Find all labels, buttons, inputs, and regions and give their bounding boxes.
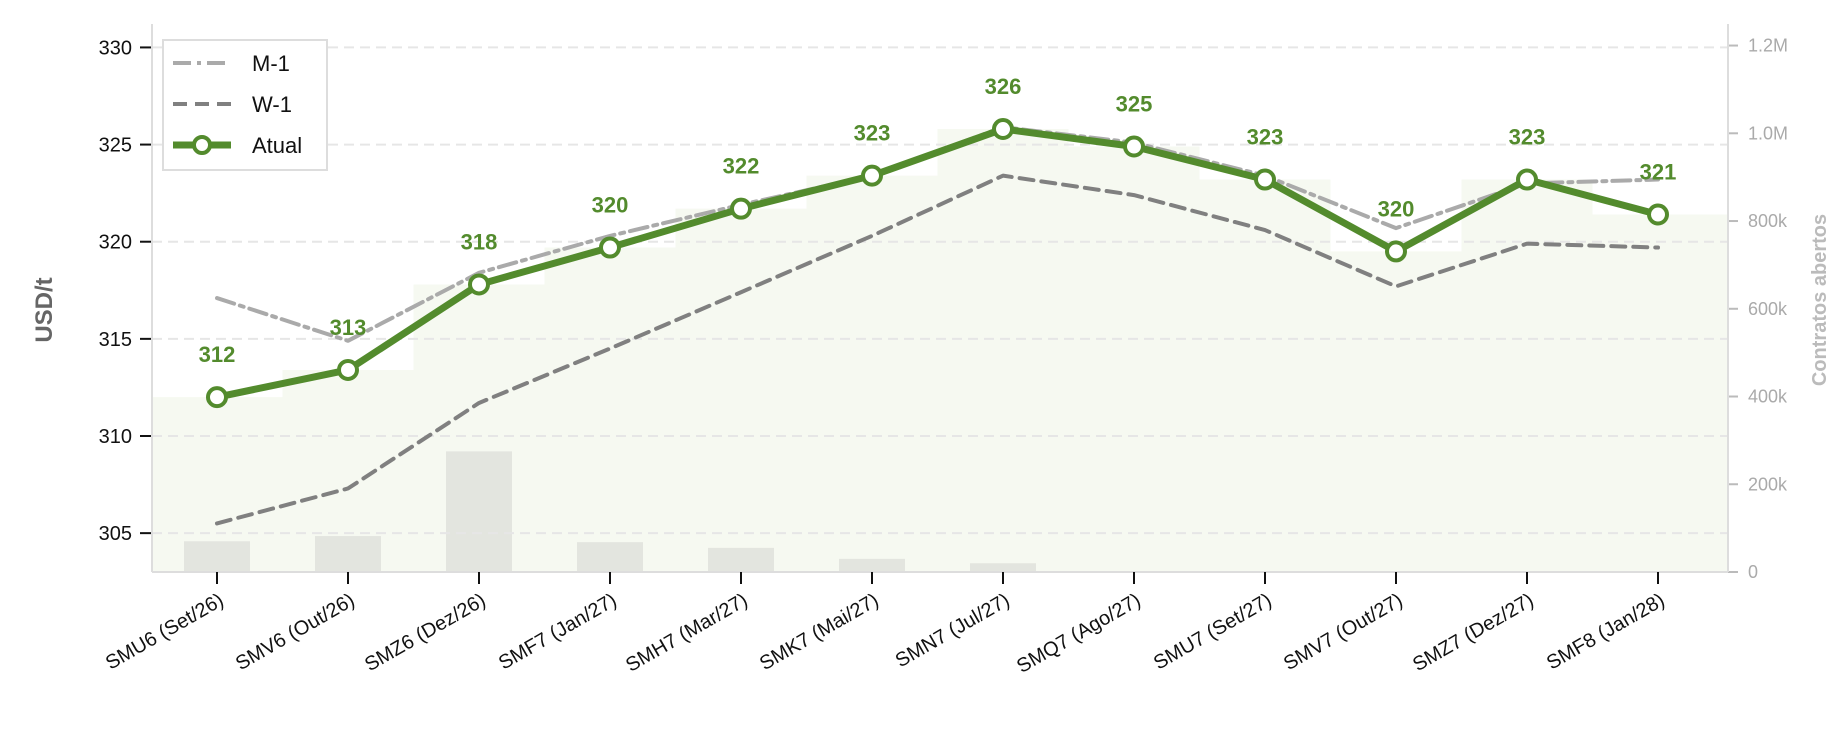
data-label: 323 bbox=[1247, 125, 1284, 150]
atual-marker bbox=[468, 273, 490, 296]
atual-marker bbox=[861, 164, 883, 187]
y2-tick-label: 200k bbox=[1748, 474, 1788, 494]
open-interest-bars bbox=[184, 451, 1560, 572]
y2-tick-label: 0 bbox=[1748, 562, 1758, 582]
atual-marker bbox=[1516, 168, 1538, 191]
legend-frame bbox=[162, 39, 328, 171]
atual-marker bbox=[1254, 168, 1276, 191]
x-tick-label: SMV6 (Out/26) bbox=[232, 589, 359, 675]
legend-label-atual: Atual bbox=[252, 133, 302, 158]
y-axis-title: USD/t bbox=[31, 277, 58, 342]
x-tick-label: SMV7 (Out/27) bbox=[1280, 589, 1407, 675]
y-tick-label: 325 bbox=[99, 135, 132, 157]
legend-marker-atual bbox=[192, 135, 212, 155]
data-label: 312 bbox=[199, 342, 236, 367]
area-fill-layer bbox=[152, 129, 1728, 572]
y-tick-label: 320 bbox=[99, 232, 132, 254]
x-tick-label: SMK7 (Mai/27) bbox=[756, 589, 883, 675]
series-line-w1 bbox=[215, 173, 1660, 526]
x-tick-label: SMU6 (Set/26) bbox=[102, 589, 228, 674]
data-label: 321 bbox=[1640, 160, 1677, 185]
data-label: 326 bbox=[985, 74, 1022, 99]
open-interest-bar bbox=[446, 451, 512, 572]
atual-marker bbox=[1647, 203, 1669, 226]
y2-tick-label: 400k bbox=[1748, 387, 1788, 407]
atual-marker bbox=[992, 118, 1014, 141]
y2-tick-label: 1.0M bbox=[1748, 123, 1788, 143]
x-tick-label: SMF7 (Jan/27) bbox=[495, 589, 621, 674]
y-tick-label: 305 bbox=[99, 523, 132, 545]
atual-marker bbox=[337, 358, 359, 381]
y2-axis-title: Contratos abertos bbox=[1809, 214, 1831, 386]
data-labels: 312 313 318 320 322 323 326 325 323 320 323 321 bbox=[199, 74, 1677, 367]
y2-tick-label: 1.2M bbox=[1748, 36, 1788, 56]
x-tick-label: SMQ7 (Ago/27) bbox=[1013, 589, 1144, 678]
data-label: 323 bbox=[854, 121, 891, 146]
legend-label-w1: W-1 bbox=[252, 92, 292, 117]
grid bbox=[152, 46, 1728, 535]
data-label: 322 bbox=[723, 154, 760, 179]
open-interest-bar bbox=[184, 541, 250, 572]
x-tick-label: SMZ7 (Dez/27) bbox=[1409, 589, 1537, 676]
x-tick-label: SMZ6 (Dez/26) bbox=[361, 589, 489, 676]
data-label: 325 bbox=[1116, 92, 1153, 117]
x-tick-label: SMH7 (Mar/27) bbox=[622, 589, 751, 676]
atual-marker bbox=[206, 386, 228, 409]
atual-marker bbox=[730, 197, 752, 220]
open-interest-bar bbox=[970, 563, 1036, 572]
atual-marker bbox=[1123, 135, 1145, 158]
atual-marker bbox=[599, 236, 621, 259]
data-label: 313 bbox=[330, 315, 367, 340]
data-label: 320 bbox=[592, 193, 629, 218]
x-tick-label: SMU7 (Set/27) bbox=[1150, 589, 1276, 674]
y-tick-label: 330 bbox=[99, 37, 132, 59]
legend-label-m1: M-1 bbox=[252, 51, 290, 76]
data-label: 323 bbox=[1509, 125, 1546, 150]
series-line-atual bbox=[213, 125, 1662, 401]
open-interest-bar bbox=[577, 542, 643, 572]
y2-tick-label: 800k bbox=[1748, 211, 1788, 231]
data-label: 318 bbox=[461, 229, 498, 254]
open-interest-bar bbox=[839, 558, 905, 572]
atual-marker bbox=[1385, 240, 1407, 263]
y-tick-label: 315 bbox=[99, 329, 132, 351]
y2-tick-label: 600k bbox=[1748, 299, 1788, 319]
series-lines bbox=[206, 118, 1669, 526]
legend: M-1 W-1 Atual bbox=[162, 39, 328, 171]
x-tick-label: SMF8 (Jan/28) bbox=[1543, 589, 1669, 674]
area-fill bbox=[152, 129, 1728, 572]
open-interest-bar bbox=[315, 536, 381, 572]
x-tick-label: SMN7 (Jul/27) bbox=[892, 589, 1014, 672]
data-label: 320 bbox=[1378, 196, 1415, 221]
y-tick-label: 310 bbox=[99, 426, 132, 448]
open-interest-bar bbox=[708, 547, 774, 572]
